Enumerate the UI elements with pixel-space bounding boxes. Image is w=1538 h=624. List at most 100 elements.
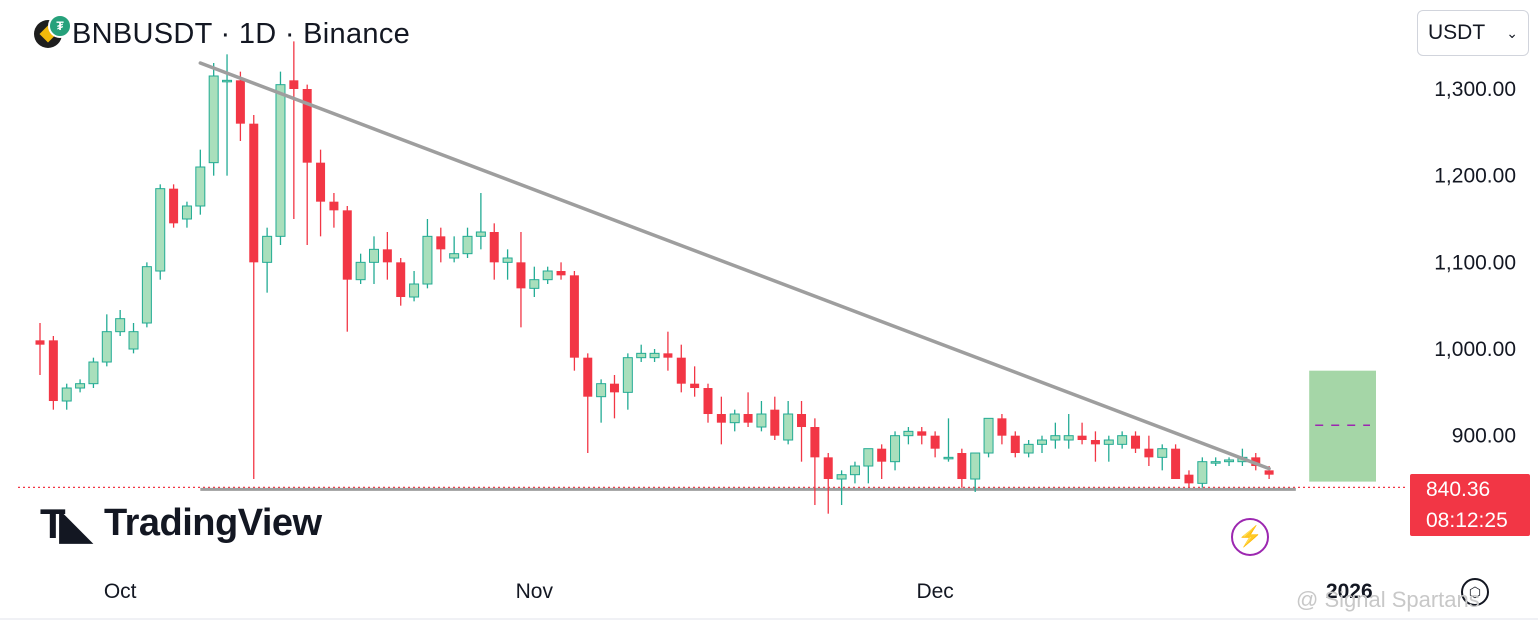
candle-body <box>556 271 566 276</box>
y-tick-label: 1,200.00 <box>1434 165 1516 188</box>
candle-body <box>1197 461 1208 484</box>
candle-body <box>729 413 740 424</box>
candle-body <box>797 414 807 428</box>
candle-body <box>636 352 647 359</box>
candle-body <box>169 188 179 224</box>
candle-body <box>997 418 1007 436</box>
candle-body <box>970 452 981 480</box>
candle-body <box>115 318 126 333</box>
lightning-icon[interactable]: ⚡ <box>1231 518 1269 556</box>
tether-icon: ₮ <box>48 14 72 38</box>
candle-body <box>489 232 499 263</box>
candle <box>208 62 219 176</box>
candle-body <box>75 383 86 389</box>
candle-body <box>1037 439 1047 445</box>
candle-body <box>516 262 526 289</box>
candle <box>823 453 833 514</box>
candle <box>195 149 206 215</box>
candle-body <box>302 89 312 163</box>
candle-body <box>249 123 259 263</box>
y-tick-label: 900.00 <box>1452 425 1516 448</box>
candle-body <box>502 257 513 263</box>
candle <box>890 431 901 471</box>
candle-body <box>181 205 192 220</box>
candle <box>930 431 940 458</box>
y-tick-label: 1,100.00 <box>1434 251 1516 274</box>
candle <box>1184 470 1194 488</box>
candle-body <box>382 249 392 263</box>
candle-body <box>690 383 700 389</box>
candle <box>302 84 312 246</box>
candle-body <box>676 357 686 384</box>
candle <box>449 236 460 263</box>
candle <box>1010 431 1020 458</box>
candle <box>690 366 700 397</box>
gear-icon[interactable]: ⬡ <box>1461 578 1489 606</box>
candle-body <box>449 253 460 259</box>
candle <box>475 193 486 250</box>
candle-body <box>1063 435 1074 441</box>
candle-body <box>289 80 299 89</box>
candle-body <box>783 413 794 441</box>
x-tick-label: Nov <box>516 580 554 603</box>
candle <box>181 201 192 228</box>
candle-body <box>836 474 847 480</box>
candle <box>529 266 540 298</box>
candle <box>1224 457 1235 467</box>
candle-body <box>422 235 433 285</box>
candle <box>1131 431 1141 454</box>
bar-countdown: 08:12:25 <box>1426 509 1508 532</box>
last-price-tag: 840.36 08:12:25 <box>1410 474 1530 536</box>
candle-body <box>195 166 206 207</box>
candle <box>1050 422 1061 449</box>
candle-body <box>569 275 579 358</box>
candle <box>783 401 794 445</box>
candle <box>422 219 433 289</box>
candle <box>35 323 45 376</box>
tradingview-wordmark: TradingView <box>103 502 322 544</box>
candle-body <box>342 210 352 280</box>
candle <box>369 236 379 285</box>
currency-select[interactable]: USDT ⌄ <box>1417 10 1529 56</box>
candle-body <box>101 331 112 363</box>
candle-body <box>1144 448 1154 458</box>
candle <box>289 41 299 220</box>
y-tick-label: 1,300.00 <box>1434 78 1516 101</box>
candle <box>342 206 352 332</box>
candle <box>863 448 874 484</box>
candle-body <box>235 80 245 124</box>
last-price-value: 840.36 <box>1426 478 1491 501</box>
candle <box>1090 431 1100 462</box>
candle-body <box>810 427 820 458</box>
descending-trendline <box>198 61 1271 471</box>
candle-body <box>903 430 914 437</box>
candle-body <box>957 453 967 480</box>
candle <box>743 392 753 428</box>
candle <box>957 448 967 488</box>
candle <box>903 427 914 445</box>
x-tick-label: Oct <box>104 580 137 603</box>
candle-body <box>609 383 619 393</box>
candle <box>48 336 58 410</box>
candle-body <box>703 388 713 415</box>
candle <box>1144 435 1154 467</box>
candle <box>542 266 553 285</box>
candle <box>1077 422 1087 445</box>
candle <box>1037 435 1047 454</box>
candle-body <box>1023 443 1034 454</box>
candle <box>115 310 126 337</box>
candle <box>569 271 579 371</box>
candle <box>235 71 245 142</box>
candle <box>1103 435 1114 462</box>
candle-body <box>262 235 273 263</box>
candle <box>716 396 726 445</box>
candle-body <box>1224 459 1235 463</box>
candle <box>61 383 72 410</box>
candle <box>489 223 499 280</box>
candle <box>970 452 981 493</box>
candle <box>436 227 446 263</box>
candle-body <box>1184 474 1194 484</box>
candle-body <box>622 357 633 393</box>
candle <box>663 331 673 371</box>
